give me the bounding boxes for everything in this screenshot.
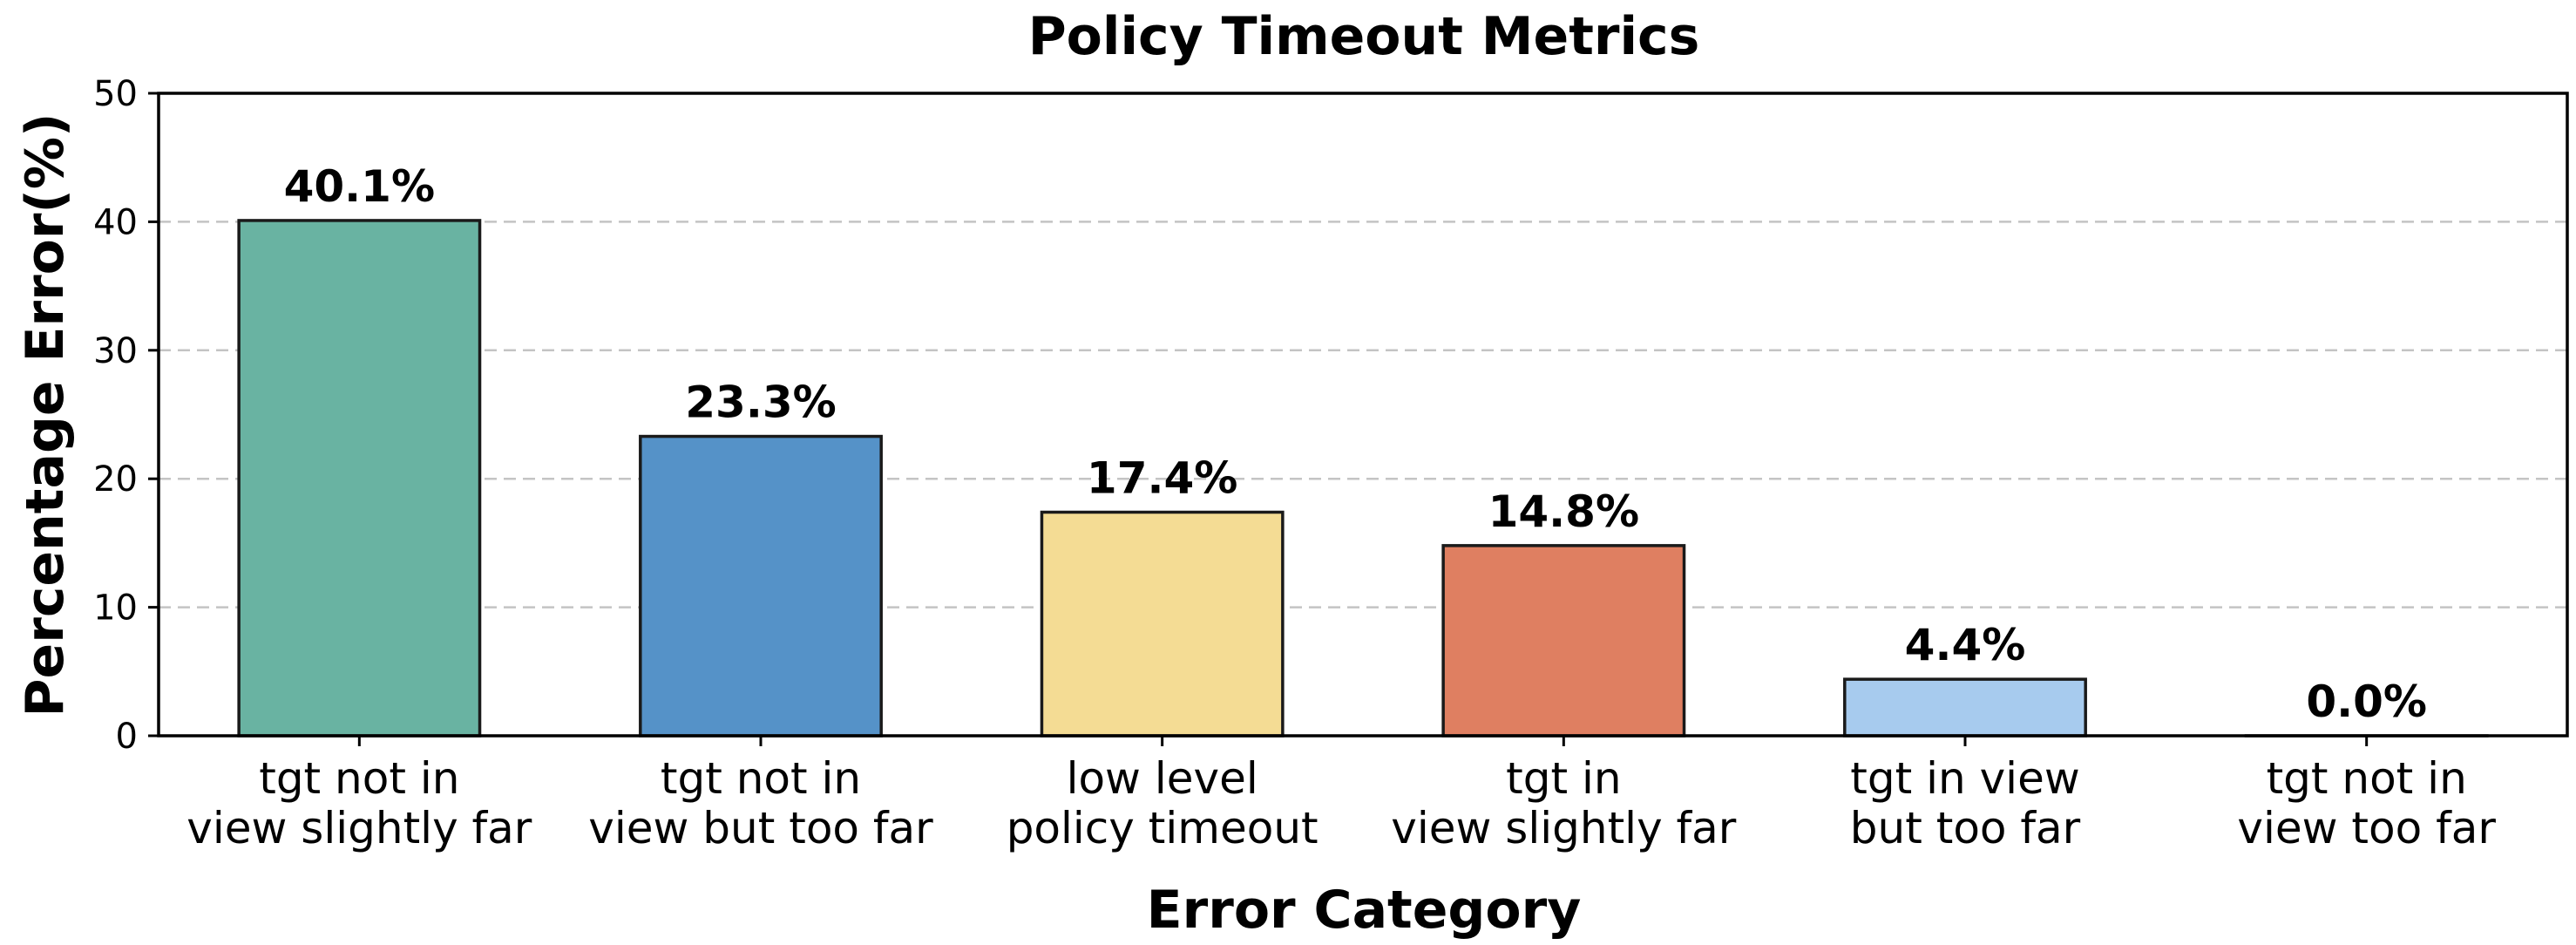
y-gridlines: [159, 221, 2567, 608]
y-tick-label: 30: [93, 331, 138, 371]
plot-frame: [157, 92, 2569, 738]
bar: [237, 219, 482, 738]
x-tick-label: but too far: [1850, 803, 2081, 853]
y-tick-label: 40: [93, 202, 138, 242]
x-tick-label: view slightly far: [186, 803, 532, 853]
data-labels: 40.1% 23.3% 17.4% 14.8% 4.4% 0.0%: [284, 161, 2427, 727]
x-tick-label: low level: [1067, 753, 1258, 804]
y-tick-label: 50: [93, 74, 138, 114]
bar: [1040, 510, 1285, 738]
x-tick-label: tgt in: [1506, 753, 1621, 804]
bar-value-label: 4.4%: [1905, 620, 2026, 670]
chart-title: Policy Timeout Metrics: [1028, 6, 1700, 67]
x-tick-label: tgt not in: [661, 753, 861, 804]
bar-value-label: 17.4%: [1087, 453, 1237, 504]
bar: [1441, 544, 1686, 738]
x-tick-label: view but too far: [588, 803, 933, 853]
y-tick-label: 20: [93, 459, 138, 500]
bar: [1843, 677, 2087, 738]
y-axis-label: Percentage Error(%): [15, 113, 76, 717]
bars: [237, 219, 2489, 738]
bar-value-label: 0.0%: [2306, 676, 2427, 727]
y-tick-label: 0: [116, 717, 138, 757]
bar-value-label: 23.3%: [685, 377, 836, 428]
x-tick-label: tgt in view: [1850, 753, 2079, 804]
x-axis-label: Error Category: [1147, 880, 1582, 941]
y-tick-label: 10: [93, 588, 138, 629]
x-tick-label: view too far: [2237, 803, 2496, 853]
x-tick-label: tgt not in: [2267, 753, 2467, 804]
x-tick-label: tgt not in: [259, 753, 459, 804]
bar-value-label: 14.8%: [1488, 486, 1639, 537]
x-tick-label: view slightly far: [1391, 803, 1737, 853]
bar-value-label: 40.1%: [284, 161, 435, 212]
x-tick-label: policy timeout: [1007, 803, 1319, 853]
bar: [639, 434, 883, 738]
